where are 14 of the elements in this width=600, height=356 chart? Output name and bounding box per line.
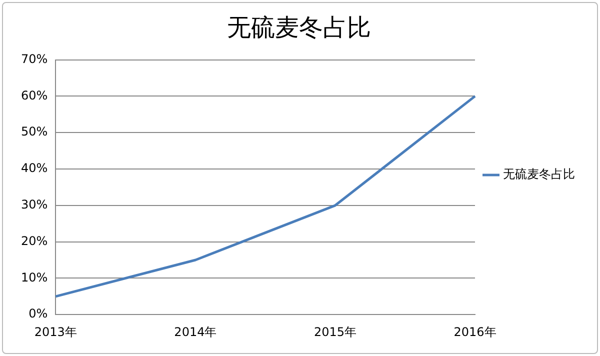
y-tick-label: 10% xyxy=(21,270,48,284)
x-tick-label: 2013年 xyxy=(34,324,77,339)
y-tick-label: 0% xyxy=(28,306,48,321)
y-tick-label: 30% xyxy=(21,198,48,212)
y-tick-label: 50% xyxy=(21,124,48,139)
y-tick-label: 20% xyxy=(21,234,48,248)
chart-title: 无硫麦冬占比 xyxy=(227,14,371,42)
x-tick-label: 2015年 xyxy=(314,324,356,339)
y-tick-label: 60% xyxy=(21,88,48,102)
x-tick-label: 2016年 xyxy=(454,324,496,339)
y-tick-label: 40% xyxy=(21,161,48,176)
y-tick-label: 70% xyxy=(21,52,48,66)
x-tick-label: 2014年 xyxy=(174,324,217,339)
legend-label: 无硫麦冬占比 xyxy=(503,167,575,182)
